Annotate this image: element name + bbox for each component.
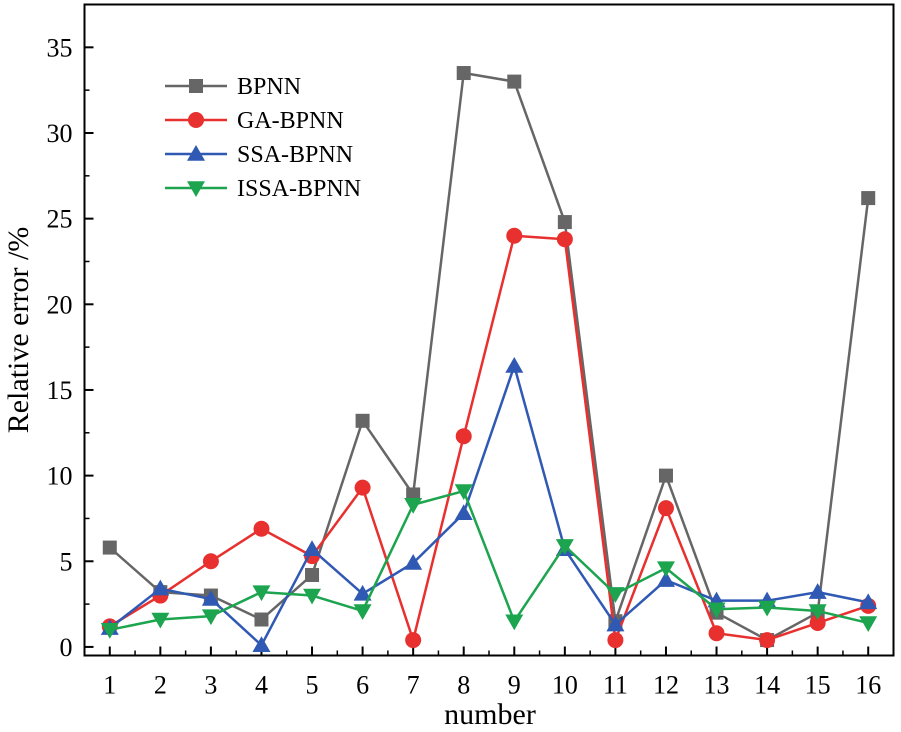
data-point-circle bbox=[506, 227, 523, 244]
data-point-square bbox=[189, 79, 203, 93]
series-layer bbox=[100, 66, 878, 652]
data-point-triangle-down bbox=[303, 588, 322, 605]
data-point-circle bbox=[253, 520, 270, 537]
data-point-circle bbox=[202, 553, 219, 570]
legend-item: ISSA-BPNN bbox=[165, 176, 361, 202]
x-tick-label: 1 bbox=[103, 671, 116, 700]
y-tick-label: 15 bbox=[47, 376, 73, 405]
x-tick-label: 9 bbox=[508, 671, 521, 700]
data-point-triangle-up bbox=[252, 636, 271, 652]
data-point-square bbox=[861, 191, 876, 206]
data-point-triangle-down bbox=[859, 616, 878, 632]
data-point-triangle-up bbox=[656, 571, 675, 587]
data-point-triangle-up bbox=[808, 583, 827, 599]
legend-label: GA-BPNN bbox=[237, 108, 344, 134]
x-axis: 1 2 3 4 5 6 7 8 9 10 11 12 13 14 15 16 bbox=[103, 646, 881, 700]
data-point-triangle-down bbox=[252, 585, 271, 602]
legend-item: SSA-BPNN bbox=[165, 142, 353, 168]
x-tick-label: 5 bbox=[306, 671, 319, 700]
x-tick-label: 12 bbox=[653, 671, 679, 700]
legend-item: BPNN bbox=[165, 74, 301, 100]
data-point-square bbox=[456, 66, 471, 81]
data-point-triangle-up bbox=[859, 593, 878, 610]
y-tick-label: 5 bbox=[60, 547, 73, 576]
data-point-triangle-down bbox=[505, 614, 524, 631]
series-line bbox=[108, 71, 870, 642]
data-point-triangle-down bbox=[201, 609, 220, 626]
data-point-square bbox=[305, 567, 320, 582]
data-point-circle bbox=[188, 112, 204, 128]
legend-label: SSA-BPNN bbox=[237, 142, 353, 168]
x-tick-label: 15 bbox=[805, 671, 831, 700]
data-point-triangle-down bbox=[707, 602, 726, 619]
data-point-triangle-down bbox=[555, 539, 574, 555]
x-tick-label: 13 bbox=[704, 671, 730, 700]
data-point-triangle-down bbox=[100, 623, 119, 639]
x-tick-label: 4 bbox=[255, 671, 268, 700]
data-point-triangle-up bbox=[454, 504, 473, 521]
data-point-triangle-up bbox=[505, 356, 524, 373]
data-point-square bbox=[658, 468, 673, 483]
y-tick-label: 0 bbox=[60, 633, 73, 662]
x-tick-label: 14 bbox=[754, 671, 780, 700]
legend-item: GA-BPNN bbox=[165, 108, 344, 134]
x-tick-label: 6 bbox=[356, 671, 369, 700]
x-axis-title: number bbox=[444, 698, 536, 731]
x-tick-label: 2 bbox=[154, 671, 167, 700]
series-line bbox=[109, 234, 869, 642]
y-tick-label: 20 bbox=[47, 290, 73, 319]
data-point-circle bbox=[556, 231, 573, 248]
y-tick-label: 25 bbox=[47, 205, 73, 234]
data-point-square bbox=[507, 74, 522, 89]
data-point-triangle-down bbox=[151, 612, 170, 629]
x-tick-label: 11 bbox=[603, 671, 628, 700]
y-tick-label: 30 bbox=[47, 119, 73, 148]
series-line bbox=[109, 489, 869, 632]
data-point-circle bbox=[455, 428, 472, 445]
data-point-circle bbox=[607, 632, 624, 649]
legend-label: ISSA-BPNN bbox=[237, 176, 361, 202]
data-point-triangle-up bbox=[606, 615, 625, 632]
x-tick-label: 16 bbox=[855, 671, 881, 700]
data-point-triangle-up bbox=[201, 589, 220, 606]
data-point-triangle-up bbox=[404, 553, 423, 570]
data-point-triangle-up bbox=[303, 540, 322, 557]
x-tick-label: 7 bbox=[407, 671, 420, 700]
data-point-triangle-down bbox=[758, 600, 777, 617]
y-tick-label: 10 bbox=[47, 462, 73, 491]
data-point-triangle-down bbox=[454, 484, 473, 501]
data-point-triangle-down bbox=[606, 587, 625, 603]
data-point-triangle-up bbox=[151, 579, 170, 596]
legend: BPNN GA-BPNN SSA-BPNN ISSA-BPNN bbox=[165, 74, 361, 202]
y-axis: 0 5 10 15 20 25 30 35 bbox=[47, 33, 94, 662]
data-point-square bbox=[406, 487, 421, 502]
data-point-circle bbox=[708, 625, 725, 642]
data-point-square bbox=[355, 413, 370, 428]
data-point-triangle-up bbox=[353, 584, 372, 601]
data-point-circle bbox=[405, 632, 422, 649]
data-point-triangle-down bbox=[656, 561, 675, 578]
data-point-square bbox=[557, 215, 572, 230]
data-point-triangle-down bbox=[404, 497, 423, 514]
data-point-circle bbox=[354, 479, 371, 496]
data-point-triangle-down bbox=[808, 604, 827, 620]
x-tick-label: 8 bbox=[457, 671, 470, 700]
y-axis-title: Relative error /% bbox=[2, 227, 35, 434]
series-issa-bpnn bbox=[100, 484, 878, 639]
data-point-circle bbox=[809, 614, 826, 631]
data-point-circle bbox=[657, 500, 674, 517]
data-point-triangle-down bbox=[187, 181, 205, 197]
data-point-circle bbox=[759, 632, 776, 649]
data-point-triangle-down bbox=[353, 604, 372, 620]
series-line bbox=[109, 364, 869, 647]
x-tick-label: 10 bbox=[552, 671, 578, 700]
data-point-square bbox=[254, 612, 269, 627]
data-point-square bbox=[102, 540, 117, 555]
data-point-triangle-up bbox=[187, 145, 205, 161]
y-tick-label: 35 bbox=[47, 33, 73, 62]
x-tick-label: 3 bbox=[204, 671, 217, 700]
legend-label: BPNN bbox=[237, 74, 301, 100]
